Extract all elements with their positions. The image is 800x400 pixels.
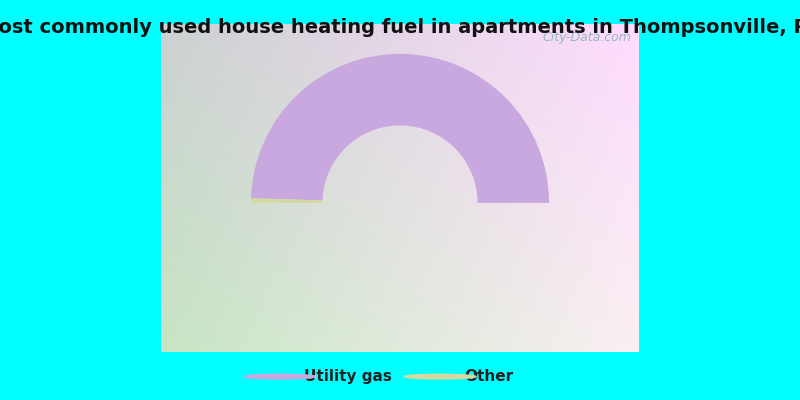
Circle shape: [244, 374, 316, 379]
Text: Other: Other: [464, 369, 513, 384]
Wedge shape: [251, 54, 549, 203]
Circle shape: [404, 374, 476, 379]
Text: City-Data.com: City-Data.com: [542, 32, 631, 44]
Text: Utility gas: Utility gas: [304, 369, 392, 384]
Wedge shape: [251, 198, 322, 203]
Text: Most commonly used house heating fuel in apartments in Thompsonville, PA: Most commonly used house heating fuel in…: [0, 18, 800, 37]
